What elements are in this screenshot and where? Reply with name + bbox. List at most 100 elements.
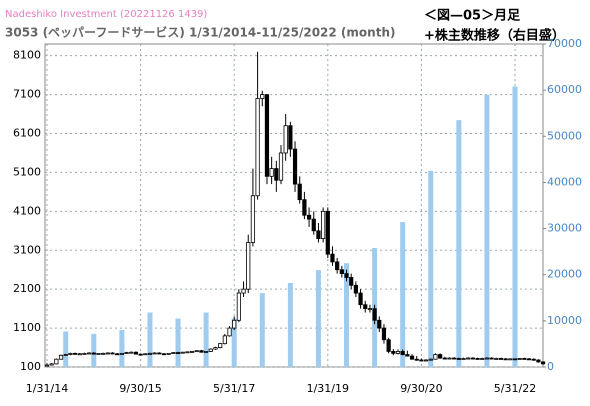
- candle-body: [175, 352, 181, 355]
- y2-tick-label: 10000: [547, 314, 582, 327]
- figure-note: +株主数推移（右目盛）: [424, 28, 565, 44]
- watermark: Nadeshiko Investment (20221126 1439): [5, 9, 207, 20]
- candle-body: [503, 358, 508, 361]
- candle-body: [129, 351, 134, 354]
- candle-body: [54, 358, 59, 365]
- y-tick-label: 1100: [13, 321, 41, 334]
- candle-body: [522, 358, 527, 360]
- candle-body: [283, 125, 288, 154]
- candle-body: [49, 363, 54, 366]
- y-tick-label: 8100: [13, 49, 41, 62]
- candle-body: [381, 327, 387, 341]
- candle-body: [82, 352, 87, 355]
- candle-body: [433, 354, 438, 360]
- shareholder-bar: [259, 293, 265, 367]
- y-tick-label: 4100: [13, 204, 41, 217]
- candle-body: [325, 210, 330, 255]
- candle-body: [72, 352, 78, 355]
- y-tick-label: 100: [20, 360, 41, 373]
- candle-body: [77, 353, 82, 356]
- y2-tick-label: 0: [547, 360, 554, 373]
- candle-body: [124, 352, 129, 355]
- candle-body: [405, 354, 410, 357]
- candle-body: [260, 94, 265, 99]
- candle-body: [105, 352, 110, 355]
- candle-body: [330, 253, 335, 263]
- candle-body: [58, 354, 64, 360]
- candle-body: [306, 214, 312, 220]
- candle-body: [189, 351, 195, 353]
- shareholder-bar: [175, 318, 181, 367]
- candle-body: [119, 352, 124, 355]
- x-tick-label: 9/30/15: [119, 382, 161, 395]
- shareholder-bar: [91, 333, 97, 367]
- candle-body: [517, 358, 522, 360]
- shareholder-bar: [344, 263, 350, 367]
- candle-body: [208, 348, 213, 352]
- candle-body: [302, 199, 307, 216]
- candle-body: [87, 352, 92, 355]
- candle-body: [185, 351, 190, 354]
- y-tick-label: 6100: [13, 127, 41, 140]
- y-tick-label: 2100: [13, 282, 41, 295]
- shareholder-bar: [63, 331, 69, 367]
- candle-body: [391, 351, 396, 354]
- candle-body: [536, 359, 541, 363]
- candle-body: [452, 357, 457, 360]
- candle-body: [133, 351, 139, 355]
- candle-body: [250, 195, 256, 243]
- y2-tick-label: 60000: [547, 83, 582, 96]
- candle-body: [213, 347, 218, 350]
- candle-body: [204, 351, 209, 353]
- x-tick-label: 1/31/19: [307, 382, 349, 395]
- x-tick-label: 5/31/22: [494, 382, 536, 395]
- candle-body: [480, 358, 485, 360]
- candle-body: [335, 261, 340, 271]
- candle-body: [395, 351, 401, 354]
- candle-body: [157, 352, 162, 355]
- figure-label: ＜図—05＞月足: [424, 9, 521, 24]
- candle-body: [438, 354, 443, 359]
- candle-body: [246, 242, 251, 290]
- candle-body: [180, 351, 185, 354]
- candle-body: [508, 358, 513, 361]
- candle-body: [442, 357, 447, 360]
- y-tick-label: 5100: [13, 165, 41, 178]
- candle-body: [292, 148, 298, 185]
- candle-body: [358, 292, 363, 306]
- candle-body: [227, 327, 232, 337]
- candle-body: [428, 358, 433, 361]
- candle-body: [147, 352, 153, 355]
- candle-body: [498, 358, 504, 360]
- x-tick-label: 1/31/14: [26, 382, 68, 395]
- x-tick-label: 9/30/20: [400, 382, 442, 395]
- candle-body: [531, 358, 536, 361]
- candle-body: [194, 350, 199, 353]
- candle-body: [400, 351, 405, 355]
- shareholder-bar: [428, 170, 434, 367]
- candle-body: [377, 319, 382, 329]
- shareholder-bar: [119, 330, 125, 367]
- x-tick-label: 5/31/17: [213, 382, 255, 395]
- candle-body: [152, 352, 157, 355]
- candle-body: [363, 304, 368, 310]
- candle-body: [344, 273, 349, 278]
- candle-body: [386, 339, 391, 352]
- y2-tick-label: 50000: [547, 129, 582, 142]
- candle-body: [353, 284, 358, 294]
- candle-body: [321, 210, 326, 239]
- candle-body: [475, 358, 480, 360]
- candle-body: [339, 269, 344, 275]
- candle-body: [447, 357, 452, 360]
- candle-body: [419, 359, 424, 362]
- candle-body: [278, 152, 284, 181]
- candle-body: [171, 352, 176, 355]
- candle-body: [255, 98, 260, 197]
- y-tick-label: 7100: [13, 88, 41, 101]
- candle-body: [101, 352, 106, 355]
- shareholder-bar: [231, 318, 237, 367]
- candle-body: [512, 358, 518, 361]
- y2-tick-label: 40000: [547, 175, 582, 188]
